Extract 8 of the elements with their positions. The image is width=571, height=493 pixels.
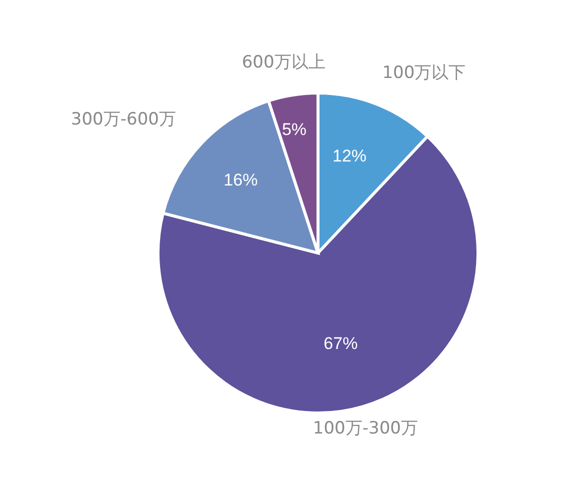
data-label: 12%: [332, 146, 367, 166]
slice-label: 300万-600万: [70, 109, 176, 130]
data-label: 5%: [282, 120, 307, 139]
slice-label: 100万-300万: [312, 418, 418, 439]
slice-label: 600万以上: [242, 52, 326, 72]
slice-label: 100万以下: [382, 63, 466, 84]
data-label: 16%: [224, 170, 258, 190]
data-label: 67%: [324, 334, 358, 353]
